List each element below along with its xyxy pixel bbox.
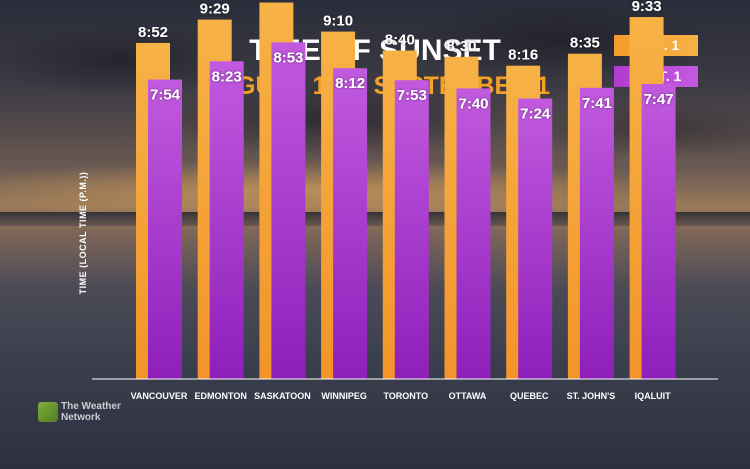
logo-line-1: The Weather (61, 401, 121, 412)
value-label-aug-saskatoon: 9:56 (261, 0, 291, 1)
value-label-aug-quebec: 8:16 (508, 47, 538, 64)
bar-sept-quebec (518, 98, 553, 379)
category-label-toronto: TORONTO (383, 391, 428, 401)
value-label-sept-edmonton: 8:23 (212, 68, 242, 85)
value-label-sept-toronto: 7:53 (397, 87, 427, 104)
category-label-iqaluit: IQALUIT (635, 391, 671, 401)
value-label-sept-ottawa: 7:40 (458, 95, 488, 112)
value-label-aug-iqaluit: 9:33 (632, 0, 662, 15)
value-label-sept-iqaluit: 7:47 (644, 91, 674, 108)
logo-line-2: Network (61, 412, 101, 423)
value-label-aug-toronto: 8:40 (385, 32, 415, 49)
value-label-aug-ottawa: 8:30 (446, 38, 476, 55)
value-label-sept-quebec: 7:24 (520, 106, 551, 123)
value-label-sept-winnipeg: 8:12 (335, 75, 365, 92)
bar-sept-winnipeg (333, 68, 368, 379)
bar-sept-toronto (394, 80, 429, 379)
category-label-st-john-s: ST. JOHN'S (567, 391, 616, 401)
bar-sept-st-john-s (579, 87, 614, 379)
value-label-aug-winnipeg: 9:10 (323, 13, 353, 30)
category-label-quebec: QUEBEC (510, 391, 549, 401)
category-label-ottawa: OTTAWA (449, 391, 487, 401)
bar-sept-edmonton (209, 61, 244, 379)
weather-network-logo: The Weather Network (38, 400, 138, 426)
category-label-edmonton: EDMONTON (195, 391, 247, 401)
bar-sept-vancouver (148, 79, 182, 379)
shoreline (0, 212, 750, 226)
value-label-aug-edmonton: 9:29 (200, 1, 230, 18)
value-label-aug-vancouver: 8:52 (138, 24, 168, 41)
category-label-winnipeg: WINNIPEG (321, 391, 367, 401)
logo-mark-icon (38, 402, 58, 422)
value-label-aug-st-john-s: 8:35 (570, 35, 600, 52)
category-label-vancouver: VANCOUVER (131, 391, 188, 401)
category-label-saskatoon: SASKATOON (254, 391, 311, 401)
bar-sept-saskatoon (271, 42, 306, 380)
bar-sept-iqaluit (641, 84, 676, 380)
value-label-sept-st-john-s: 7:41 (582, 95, 612, 112)
value-label-sept-vancouver: 7:54 (150, 87, 181, 104)
bar-sept-ottawa (456, 88, 491, 379)
sunset-glow (0, 150, 750, 220)
chart-subtitle: AUGUST 1 VS SEPTEMBER 1 (199, 72, 551, 100)
value-label-sept-saskatoon: 8:53 (273, 49, 303, 66)
